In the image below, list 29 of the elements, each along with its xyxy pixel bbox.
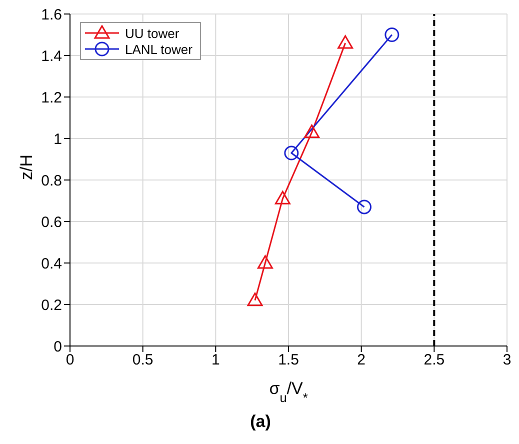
text: (a) bbox=[249, 412, 272, 432]
point bbox=[338, 35, 354, 49]
y-axis-title: z/H bbox=[17, 154, 36, 180]
y-tick-label: 0 bbox=[54, 338, 62, 356]
y-tick-label: 0.6 bbox=[41, 214, 62, 231]
x-tick-label: 3 bbox=[502, 352, 512, 369]
x-tick-label: 0.5 bbox=[132, 352, 154, 369]
x-axis-title: σ$_{u}$/V$_{*}$ bbox=[269, 379, 308, 404]
x-tick-label: 1 bbox=[211, 352, 220, 369]
y-tick-label: 1.4 bbox=[41, 48, 62, 65]
point bbox=[356, 200, 372, 214]
y-tick-label: 1.6 bbox=[41, 6, 62, 24]
y-tick-label: 0.4 bbox=[41, 255, 62, 272]
point bbox=[247, 292, 263, 306]
x-tick-label: 0 bbox=[66, 352, 74, 369]
legend-label: LANL tower bbox=[125, 42, 192, 56]
y-tick-label: 1 bbox=[54, 130, 62, 148]
x-tick-label: 2 bbox=[357, 352, 366, 369]
y-tick-label: 0.2 bbox=[41, 296, 62, 314]
point bbox=[274, 190, 290, 204]
point bbox=[257, 255, 273, 269]
y-tick-label: 0.8 bbox=[41, 172, 62, 190]
point bbox=[304, 124, 320, 138]
point bbox=[284, 146, 299, 160]
legend-label: UU tower bbox=[125, 26, 180, 40]
x-tick-label: 2.5 bbox=[424, 352, 445, 369]
y-tick-label: 1.2 bbox=[41, 89, 62, 106]
x-tick-label: 1.5 bbox=[278, 352, 299, 369]
point bbox=[384, 28, 400, 42]
